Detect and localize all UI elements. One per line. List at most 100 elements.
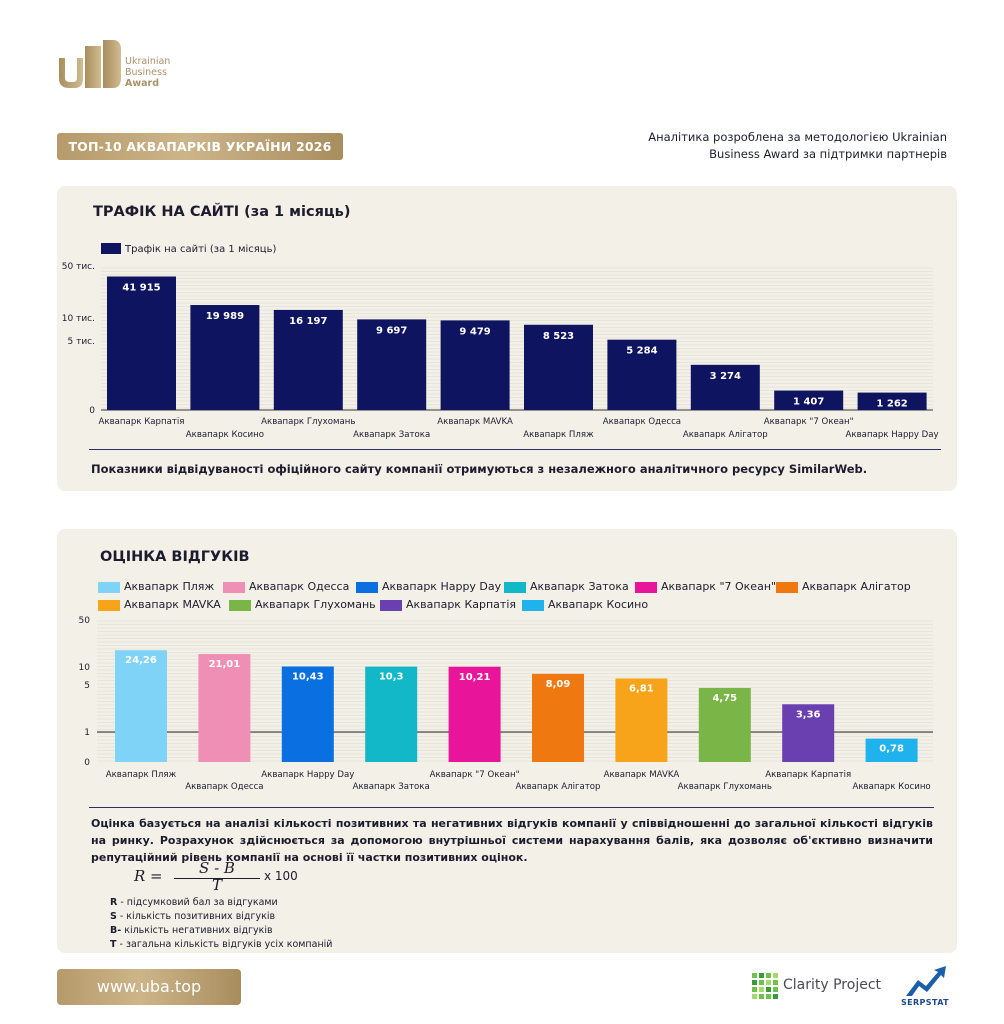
formula-numerator: S - B	[199, 859, 235, 877]
formula-legend-item: S - кількість позитивних відгуків	[110, 911, 275, 922]
bar-value-label: 3,36	[796, 709, 821, 720]
formula-multiplier: x 100	[264, 869, 298, 883]
x-tick-label: Аквапарк Карпатія	[765, 770, 851, 780]
bar-value-label: 5 284	[626, 346, 657, 357]
bar	[115, 650, 167, 762]
y-tick-label: 10 тис.	[62, 314, 95, 324]
formula-legend-text: кількість негативних відгуків	[121, 925, 273, 936]
bar	[532, 673, 584, 762]
bar	[190, 305, 260, 410]
reviews-panel: ОЦІНКА ВІДГУКІВ Аквапарк Пляж Аквапарк Од…	[57, 529, 957, 953]
legend-label: Трафік на сайті (за 1 місяць)	[124, 243, 276, 255]
methodology-note-line2: Business Award за підтримки партнерів	[709, 147, 947, 161]
formula-legend-key: T	[110, 939, 117, 950]
bar-value-label: 10,21	[459, 672, 491, 683]
x-tick-label: Аквапарк Косино	[186, 430, 264, 440]
legend-swatch	[98, 600, 120, 611]
legend-label: Аквапарк MAVKA	[124, 598, 221, 611]
formula-fraction-line	[174, 878, 260, 879]
x-tick-label: Аквапарк Глухомань	[261, 417, 355, 427]
logo-text-line1: Ukrainian	[125, 56, 171, 67]
legend-label: Аквапарк Алігатор	[802, 580, 911, 593]
x-tick-label: Аквапарк Алігатор	[516, 782, 601, 792]
legend-swatch	[776, 582, 798, 593]
x-tick-label: Аквапарк Happy Day	[261, 770, 354, 780]
y-tick-label: 0	[89, 406, 95, 416]
traffic-divider	[89, 449, 941, 450]
footer-url-button[interactable]: www.uba.top	[57, 969, 241, 1005]
x-tick-label: Аквапарк Одесса	[603, 417, 681, 427]
uba-logo-mark	[59, 40, 121, 88]
y-tick-label: 5 тис.	[68, 337, 96, 347]
bar-value-label: 9 479	[459, 326, 490, 337]
formula-legend-text: - підсумковий бал за відгуками	[117, 897, 278, 908]
legend-label: Аквапарк Затока	[530, 580, 629, 593]
serpstat-chart-icon	[906, 966, 946, 996]
clarity-project-logo: Clarity Project	[752, 972, 892, 1000]
traffic-title: ТРАФІК НА САЙТІ (за 1 місяць)	[93, 204, 351, 220]
bar-value-label: 3 274	[710, 371, 741, 382]
bar-value-label: 6,81	[629, 683, 654, 694]
reviews-legend: Аквапарк Пляж Аквапарк Одесса Аквапарк Hap…	[57, 529, 957, 619]
legend-label: Аквапарк Карпатія	[406, 598, 516, 611]
legend-swatch	[98, 582, 120, 593]
bar-value-label: 1 407	[793, 397, 824, 408]
formula-legend-key: S	[110, 911, 117, 922]
legend-label: Аквапарк Косино	[548, 598, 649, 611]
bar	[615, 678, 668, 762]
bar	[782, 704, 835, 762]
formula-lhs: R =	[134, 867, 163, 885]
bar	[198, 654, 251, 762]
legend-swatch	[356, 582, 378, 593]
serpstat-logo: SERPSTAT	[900, 964, 950, 1010]
bar-value-label: 16 197	[289, 316, 327, 327]
score-formula: R = S - B T x 100	[134, 859, 334, 894]
bar-value-label: 8,09	[546, 679, 571, 690]
formula-legend-key: R	[110, 897, 118, 908]
bar	[690, 364, 760, 410]
legend-label: Аквапарк Глухомань	[255, 598, 376, 611]
formula-legend-item: B- кількість негативних відгуків	[110, 925, 273, 936]
serpstat-label: SERPSTAT	[900, 998, 950, 1007]
x-tick-label: Аквапарк Затока	[353, 782, 430, 792]
bar	[865, 738, 918, 762]
bar	[273, 309, 343, 410]
logo-text-line3: Award	[125, 78, 160, 89]
legend-swatch	[522, 600, 544, 611]
clarity-project-label: Clarity Project	[783, 977, 882, 993]
x-tick-label: Аквапарк MAVKA	[437, 417, 513, 427]
bar-value-label: 9 697	[376, 325, 407, 336]
clarity-grid-icon	[752, 973, 778, 999]
bar-value-label: 41 915	[122, 283, 160, 294]
bar	[281, 666, 334, 762]
y-tick-label: 50 тис.	[62, 262, 95, 272]
bar-value-label: 24,26	[125, 655, 157, 666]
x-tick-label: Аквапарк Пляж	[523, 430, 594, 440]
legend-swatch	[101, 243, 121, 254]
x-tick-label: Аквапарк Глухомань	[678, 782, 772, 792]
legend-swatch	[223, 582, 245, 593]
bar	[524, 324, 593, 410]
x-tick-label: Аквапарк "7 Океан"	[430, 770, 520, 780]
legend-label: Аквапарк Happy Day	[382, 580, 502, 593]
bar	[365, 666, 418, 762]
formula-legend-item: R - підсумковий бал за відгуками	[110, 897, 278, 908]
y-tick-label: 50	[79, 616, 91, 626]
bar	[857, 392, 927, 410]
legend-swatch	[229, 600, 251, 611]
y-tick-label: 0	[84, 758, 90, 768]
bar-value-label: 10,3	[379, 672, 404, 683]
bar-value-label: 0,78	[879, 744, 904, 755]
legend-label: Аквапарк "7 Океан"	[661, 580, 777, 593]
reviews-title: ОЦІНКА ВІДГУКІВ	[100, 549, 250, 565]
reviews-description: Оцінка базується на аналізі кількості по…	[91, 817, 933, 864]
x-tick-label: Аквапарк Одесса	[185, 782, 263, 792]
bar-value-label: 1 262	[876, 399, 907, 410]
uba-logo: Ukrainian Business Award	[57, 38, 197, 90]
x-tick-label: Аквапарк "7 Океан"	[764, 417, 854, 427]
bar	[107, 276, 176, 410]
x-tick-label: Аквапарк MAVKA	[604, 770, 680, 780]
bar-value-label: 8 523	[543, 331, 574, 342]
x-tick-label: Аквапарк Косино	[852, 782, 930, 792]
bar-value-label: 10,43	[292, 671, 324, 682]
